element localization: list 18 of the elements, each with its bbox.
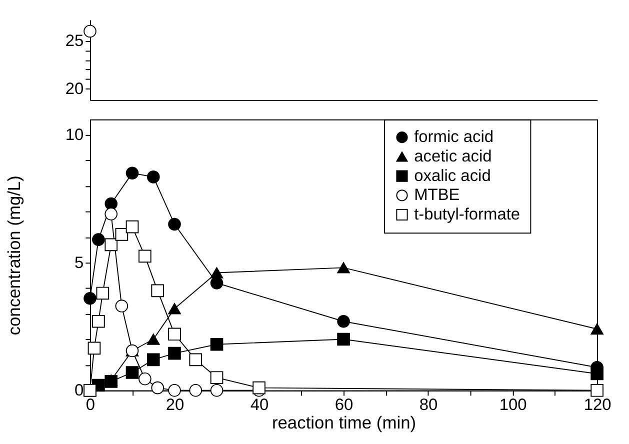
legend-label: MTBE <box>414 186 460 204</box>
y-tick-label: 0 <box>74 382 84 400</box>
x-tick-label: 60 <box>334 396 354 414</box>
x-tick-label: 80 <box>419 396 438 414</box>
x-tick-label: 100 <box>499 396 527 414</box>
x-tick-label: 40 <box>250 396 269 414</box>
y-tick-label: 5 <box>74 254 84 272</box>
x-axis-title: reaction time (min) <box>272 412 416 433</box>
legend-label: t-butyl-formate <box>414 206 520 224</box>
legend-label: formic acid <box>414 128 494 146</box>
y-axis-title: concentration (mg/L) <box>4 176 24 336</box>
legend-label: acetic acid <box>414 148 492 166</box>
x-tick-label: 20 <box>166 396 184 414</box>
legend-label: oxalic acid <box>414 166 491 185</box>
x-tick-label: 120 <box>584 396 612 414</box>
y-tick-label: 20 <box>65 80 84 98</box>
y-tick-label: 10 <box>65 126 84 144</box>
y-tick-label: 25 <box>65 32 84 50</box>
